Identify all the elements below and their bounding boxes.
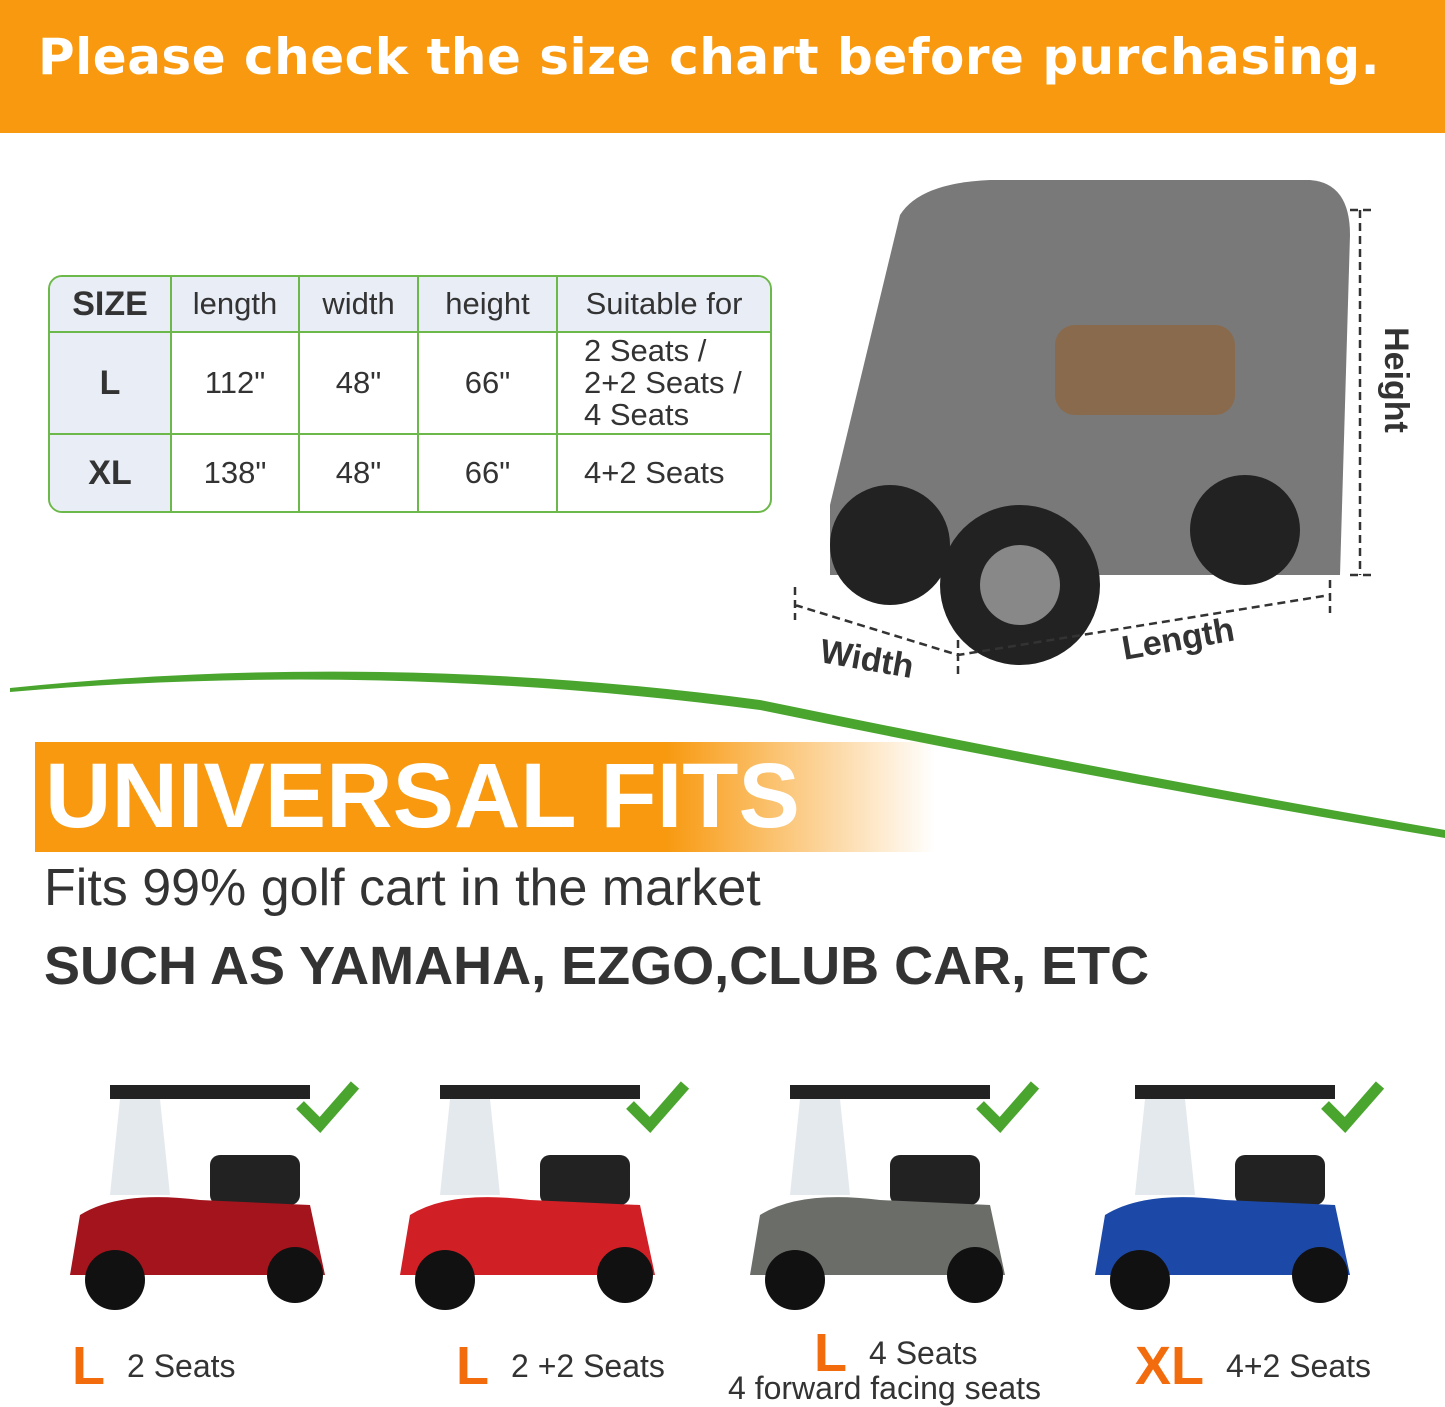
cell-length: 112" (172, 333, 300, 435)
seat-sublabel: 4 forward facing seats (728, 1370, 1042, 1406)
suitable-line: 2 Seats / (584, 333, 707, 368)
golf-cart-image (1095, 1081, 1385, 1310)
suitable-line: 4 Seats (584, 397, 690, 432)
table-header-row: SIZE length width height Suitable for (50, 277, 770, 333)
cart-label: XL 4+2 Seats (1135, 1335, 1371, 1397)
golf-cart-image (750, 1081, 1040, 1310)
cell-suitable: 2 Seats /2+2 Seats /4 Seats (558, 333, 770, 435)
suitable-line: 2+2 Seats / (584, 365, 742, 400)
seat-label: 2 +2 Seats (511, 1347, 665, 1384)
cell-width: 48" (300, 435, 419, 511)
wheel-icon (1110, 1250, 1170, 1310)
cart-label: L 2 +2 Seats (456, 1335, 665, 1397)
size-chart-table: SIZE length width height Suitable for L … (48, 275, 772, 513)
roof (110, 1085, 310, 1099)
wheel-icon (597, 1247, 653, 1303)
wheel-icon (830, 485, 950, 605)
seat (210, 1155, 300, 1205)
swoosh-path (10, 671, 1445, 838)
windshield (790, 1099, 850, 1195)
fits-subtitle: Fits 99% golf cart in the market (44, 859, 761, 917)
cell-width: 48" (300, 333, 419, 435)
seat (890, 1155, 980, 1205)
size-letter: L (72, 1336, 105, 1396)
roof (1135, 1085, 1335, 1099)
header-length: length (172, 277, 300, 333)
wheel-icon (85, 1250, 145, 1310)
checkmark-icon (1321, 1081, 1385, 1134)
roof (790, 1085, 990, 1099)
seat (1235, 1155, 1325, 1205)
height-label: Height (1377, 327, 1415, 433)
windshield (440, 1099, 500, 1195)
size-letter: L (814, 1323, 847, 1383)
cell-length: 138" (172, 435, 300, 511)
wheel-icon (1190, 475, 1300, 585)
wheel-icon (1292, 1247, 1348, 1303)
seat-label: 4 Seats (869, 1334, 978, 1371)
width-length-dimension-lines (793, 580, 1332, 675)
cart-body (400, 1197, 655, 1275)
header-height: height (419, 277, 558, 333)
roof (440, 1085, 640, 1099)
green-swoosh (10, 671, 1445, 838)
universal-fits-title: UNIVERSAL FITS (35, 742, 935, 852)
table-row: L 112" 48" 66" 2 Seats /2+2 Seats /4 Sea… (50, 333, 770, 435)
cell-size: XL (50, 435, 172, 511)
cell-size: L (50, 333, 172, 435)
cart-label: L 4 Seats 4 forward facing seats (728, 1322, 1041, 1407)
brands-text: SUCH AS YAMAHA, EZGO,CLUB CAR, ETC (44, 936, 1150, 996)
wheel-icon (947, 1247, 1003, 1303)
header-width: width (300, 277, 419, 333)
checkmark-icon (626, 1081, 690, 1134)
seat-label: 4+2 Seats (1226, 1347, 1372, 1384)
size-letter: XL (1135, 1336, 1205, 1396)
size-letter: L (456, 1336, 489, 1396)
wheel-icon (765, 1250, 825, 1310)
golf-cart-image (400, 1081, 690, 1310)
cart-body (750, 1197, 1005, 1275)
cell-suitable: 4+2 Seats (584, 455, 725, 490)
seat-label: 2 Seats (127, 1347, 236, 1384)
height-dimension-line (1350, 208, 1375, 577)
windshield (1135, 1099, 1195, 1195)
header-size: SIZE (50, 277, 172, 333)
top-banner: Please check the size chart before purch… (0, 0, 1445, 133)
cart-body (70, 1197, 325, 1275)
covered-cart-diagram: Height Width Length (793, 180, 1415, 686)
checkmark-icon (296, 1081, 360, 1134)
checkmark-icon (976, 1081, 1040, 1134)
header-suitable: Suitable for (558, 277, 770, 333)
golf-cart-image (70, 1081, 360, 1310)
seat-shape (1055, 325, 1235, 415)
wheel-icon (415, 1250, 475, 1310)
seat (540, 1155, 630, 1205)
cell-height: 66" (419, 435, 558, 511)
windshield (110, 1099, 170, 1195)
cell-height: 66" (419, 333, 558, 435)
wheel-icon (267, 1247, 323, 1303)
cart-label: L 2 Seats (72, 1335, 236, 1397)
cart-body (1095, 1197, 1350, 1275)
hub-icon (980, 545, 1060, 625)
table-row: XL 138" 48" 66" 4+2 Seats (50, 435, 770, 511)
